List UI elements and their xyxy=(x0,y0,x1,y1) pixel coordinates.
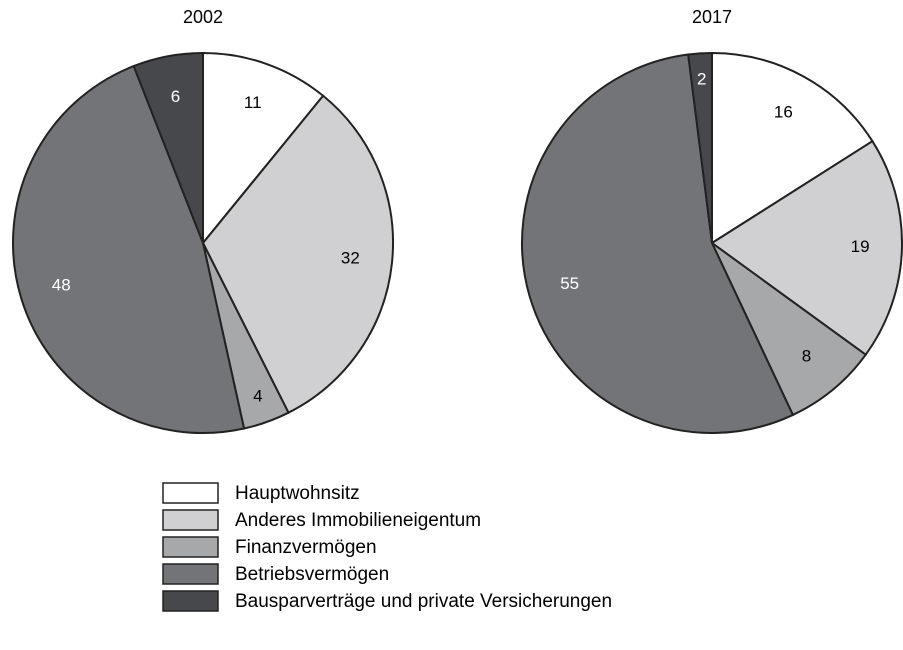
pie-slice xyxy=(12,64,246,434)
legend-label: Finanzvermögen xyxy=(235,537,377,558)
slice-label: 16 xyxy=(774,103,793,122)
pie-slice xyxy=(711,51,874,245)
slice-label: 8 xyxy=(802,347,811,366)
slice-label: 4 xyxy=(253,386,262,405)
pie-slice xyxy=(201,94,394,415)
legend-swatch xyxy=(162,536,219,558)
legend-label: Hauptwohnsitz xyxy=(235,483,360,504)
pie-slice xyxy=(202,51,325,246)
legend-swatch xyxy=(162,563,219,585)
pie-slice xyxy=(711,242,868,417)
chart-title: 2017 xyxy=(692,7,732,27)
pie-slice xyxy=(710,139,903,357)
legend-label: Anderes Immobilieneigentum xyxy=(235,510,481,531)
legend-label: Bausparverträge und private Versicherung… xyxy=(235,591,612,612)
slice-label: 2 xyxy=(697,69,706,88)
pie-slice xyxy=(687,51,713,244)
slice-label: 48 xyxy=(52,276,71,295)
legend-swatch xyxy=(162,590,219,612)
legend-swatch xyxy=(162,482,219,504)
pie-slice xyxy=(521,53,795,434)
slice-label: 19 xyxy=(851,237,870,256)
slice-label: 6 xyxy=(171,87,180,106)
slice-label: 32 xyxy=(341,249,360,268)
slice-label: 55 xyxy=(560,274,579,293)
legend-label: Betriebsvermögen xyxy=(235,564,389,585)
legend-swatch xyxy=(162,509,219,531)
pie-slice xyxy=(132,51,204,244)
chart-title: 2002 xyxy=(183,7,223,27)
slice-label: 11 xyxy=(244,93,262,112)
